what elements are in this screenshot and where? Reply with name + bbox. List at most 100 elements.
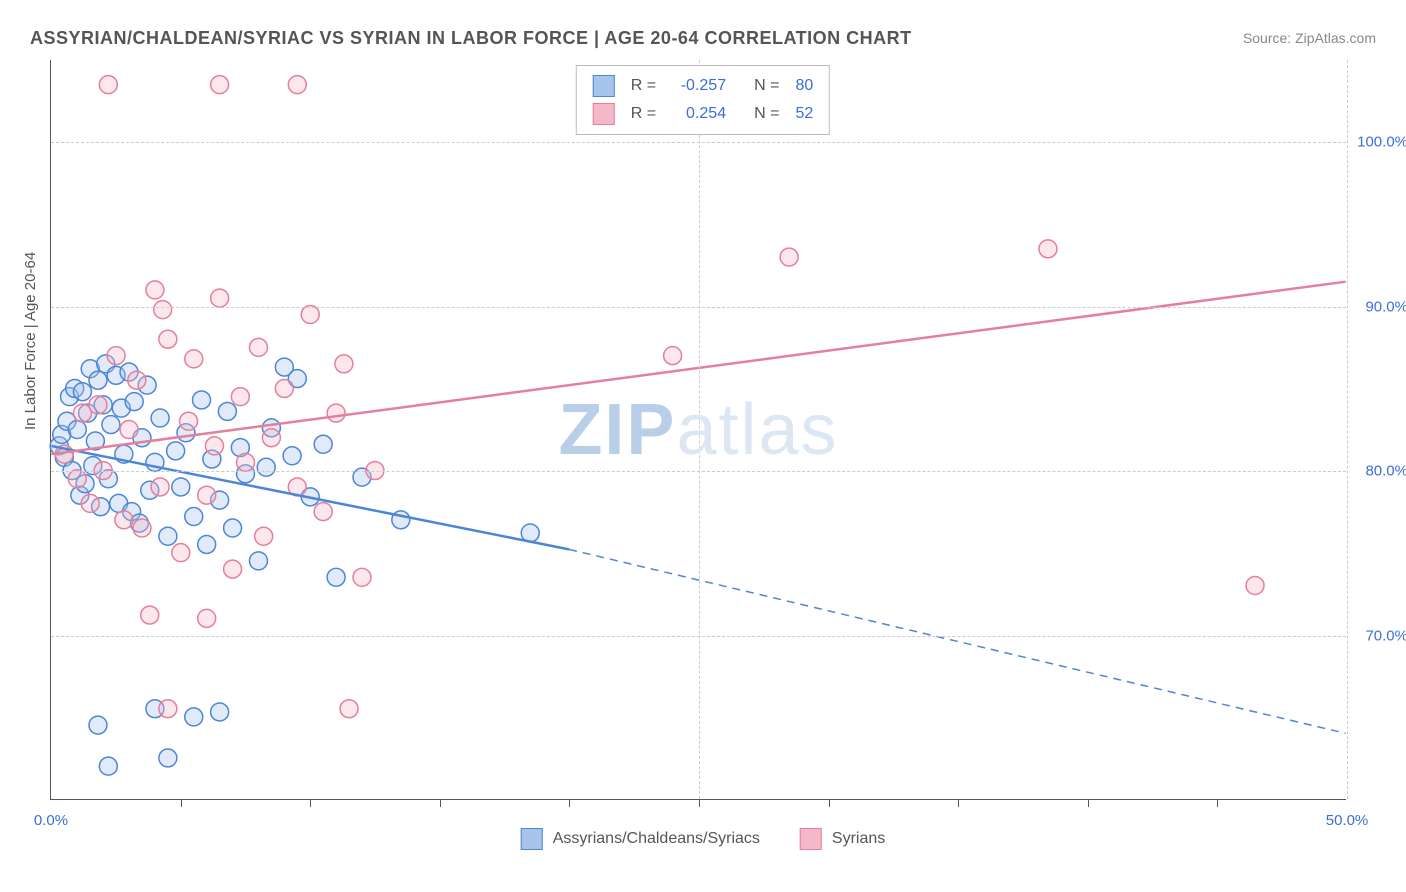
data-point-syrians xyxy=(146,281,164,299)
data-point-assyrians xyxy=(68,421,86,439)
data-point-syrians xyxy=(120,421,138,439)
data-point-syrians xyxy=(172,544,190,562)
data-point-syrians xyxy=(288,76,306,94)
x-tick xyxy=(1217,799,1218,807)
data-point-syrians xyxy=(224,560,242,578)
data-point-assyrians xyxy=(167,442,185,460)
r-value-assyrians: -0.257 xyxy=(666,77,726,95)
data-point-syrians xyxy=(275,379,293,397)
legend-label-syrians: Syrians xyxy=(832,830,885,848)
n-value-assyrians: 80 xyxy=(795,77,813,95)
data-point-syrians xyxy=(154,301,172,319)
data-point-syrians xyxy=(151,478,169,496)
source-label: Source: xyxy=(1243,30,1291,46)
y-tick-label: 100.0% xyxy=(1357,134,1406,151)
source-link[interactable]: ZipAtlas.com xyxy=(1295,30,1376,46)
data-point-syrians xyxy=(1039,240,1057,258)
data-point-assyrians xyxy=(224,519,242,537)
data-point-assyrians xyxy=(125,393,143,411)
plot-area: ZIPatlas 70.0%80.0%90.0%100.0%0.0%50.0% xyxy=(50,60,1346,800)
data-point-assyrians xyxy=(257,458,275,476)
data-point-syrians xyxy=(335,355,353,373)
data-point-syrians xyxy=(211,76,229,94)
legend-row-syrians: R = 0.254 N = 52 xyxy=(593,100,813,128)
data-point-assyrians xyxy=(327,568,345,586)
data-point-assyrians xyxy=(249,552,267,570)
legend-correlation-box: R = -0.257 N = 80 R = 0.254 N = 52 xyxy=(576,65,830,135)
data-point-syrians xyxy=(327,404,345,422)
gridline-vertical xyxy=(1347,60,1348,799)
data-point-assyrians xyxy=(314,435,332,453)
data-point-assyrians xyxy=(193,391,211,409)
source-attribution: Source: ZipAtlas.com xyxy=(1243,30,1376,46)
legend-item-assyrians: Assyrians/Chaldeans/Syriacs xyxy=(521,828,760,850)
x-tick xyxy=(310,799,311,807)
r-label: R = xyxy=(631,105,656,123)
x-tick xyxy=(440,799,441,807)
data-point-syrians xyxy=(353,568,371,586)
swatch-syrians-icon xyxy=(593,103,615,125)
data-point-syrians xyxy=(205,437,223,455)
data-point-syrians xyxy=(133,519,151,537)
data-point-syrians xyxy=(780,248,798,266)
data-point-syrians xyxy=(81,494,99,512)
chart-title: ASSYRIAN/CHALDEAN/SYRIAC VS SYRIAN IN LA… xyxy=(30,28,912,49)
x-tick xyxy=(829,799,830,807)
data-point-syrians xyxy=(185,350,203,368)
regression-line-dashed-assyrians xyxy=(569,549,1346,733)
data-point-syrians xyxy=(262,429,280,447)
y-tick-label: 90.0% xyxy=(1365,298,1406,315)
data-point-syrians xyxy=(159,700,177,718)
swatch-assyrians-icon xyxy=(593,75,615,97)
legend-label-assyrians: Assyrians/Chaldeans/Syriacs xyxy=(553,830,760,848)
data-point-assyrians xyxy=(172,478,190,496)
data-point-assyrians xyxy=(73,383,91,401)
data-point-syrians xyxy=(99,76,117,94)
data-point-assyrians xyxy=(99,757,117,775)
swatch-assyrians-icon xyxy=(521,828,543,850)
x-tick xyxy=(1088,799,1089,807)
data-point-syrians xyxy=(1246,577,1264,595)
data-point-syrians xyxy=(301,306,319,324)
y-axis-label: In Labor Force | Age 20-64 xyxy=(22,252,39,430)
data-point-syrians xyxy=(231,388,249,406)
swatch-syrians-icon xyxy=(800,828,822,850)
data-point-syrians xyxy=(141,606,159,624)
chart-container: ASSYRIAN/CHALDEAN/SYRIAC VS SYRIAN IN LA… xyxy=(0,0,1406,892)
data-point-assyrians xyxy=(159,527,177,545)
x-tick xyxy=(569,799,570,807)
legend-series: Assyrians/Chaldeans/Syriacs Syrians xyxy=(521,828,886,850)
data-point-syrians xyxy=(115,511,133,529)
data-point-assyrians xyxy=(185,508,203,526)
data-point-syrians xyxy=(314,503,332,521)
data-point-syrians xyxy=(89,396,107,414)
gridline-vertical xyxy=(699,60,700,799)
data-point-assyrians xyxy=(159,749,177,767)
data-point-syrians xyxy=(255,527,273,545)
data-point-syrians xyxy=(664,347,682,365)
data-point-assyrians xyxy=(283,447,301,465)
data-point-assyrians xyxy=(89,716,107,734)
r-label: R = xyxy=(631,77,656,95)
data-point-syrians xyxy=(68,470,86,488)
data-point-syrians xyxy=(237,453,255,471)
data-point-syrians xyxy=(249,338,267,356)
x-tick xyxy=(958,799,959,807)
data-point-syrians xyxy=(198,486,216,504)
data-point-syrians xyxy=(211,289,229,307)
data-point-assyrians xyxy=(102,416,120,434)
legend-row-assyrians: R = -0.257 N = 80 xyxy=(593,72,813,100)
data-point-assyrians xyxy=(218,402,236,420)
n-label: N = xyxy=(754,77,779,95)
data-point-syrians xyxy=(180,412,198,430)
data-point-assyrians xyxy=(198,535,216,553)
n-value-syrians: 52 xyxy=(795,105,813,123)
x-tick xyxy=(699,799,700,807)
data-point-syrians xyxy=(128,371,146,389)
x-tick xyxy=(181,799,182,807)
data-point-assyrians xyxy=(211,703,229,721)
data-point-syrians xyxy=(107,347,125,365)
data-point-syrians xyxy=(159,330,177,348)
r-value-syrians: 0.254 xyxy=(666,105,726,123)
n-label: N = xyxy=(754,105,779,123)
